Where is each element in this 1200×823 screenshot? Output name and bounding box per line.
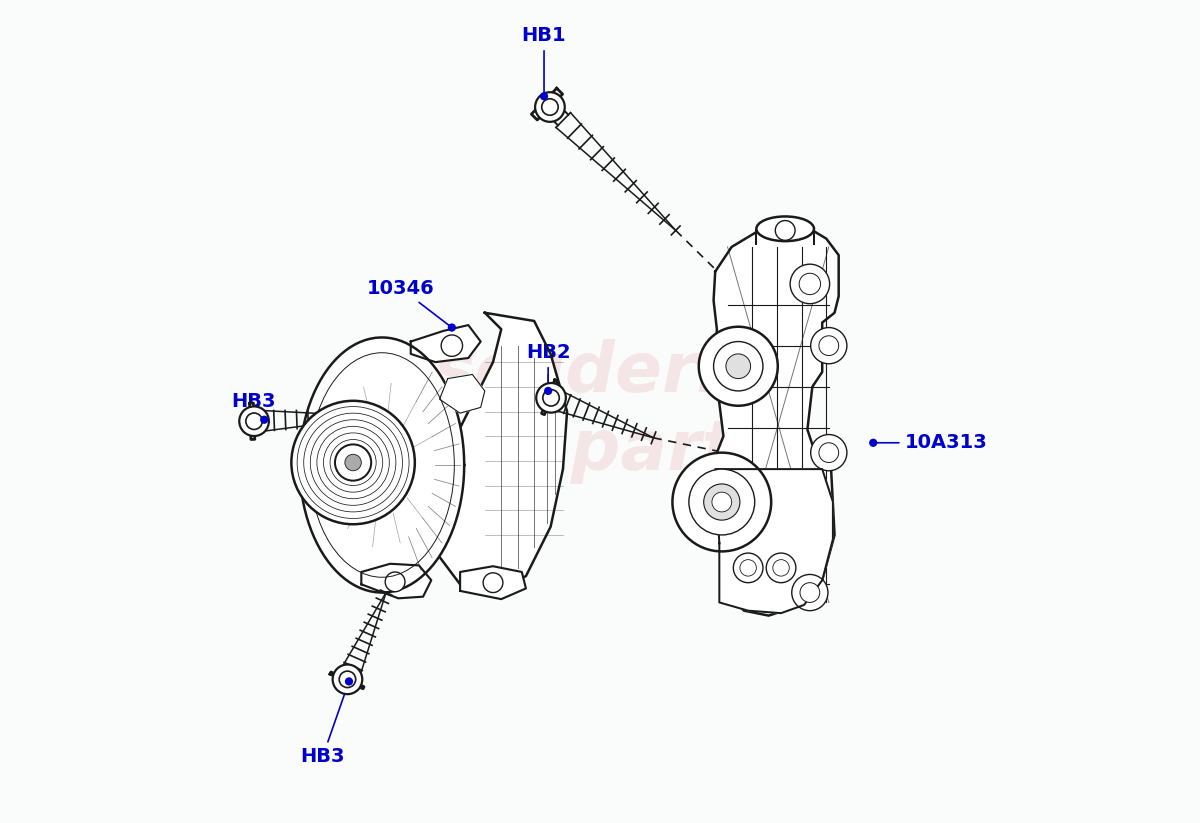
Circle shape: [246, 413, 263, 430]
Circle shape: [800, 583, 820, 602]
Polygon shape: [330, 672, 364, 689]
Circle shape: [818, 443, 839, 463]
Polygon shape: [541, 380, 558, 415]
Circle shape: [442, 335, 462, 356]
Circle shape: [335, 444, 371, 481]
Circle shape: [792, 574, 828, 611]
Circle shape: [799, 273, 821, 295]
Circle shape: [448, 323, 456, 332]
Polygon shape: [460, 566, 526, 599]
Circle shape: [542, 389, 559, 406]
Text: 10346: 10346: [367, 279, 450, 326]
Text: HB2: HB2: [526, 343, 570, 388]
Polygon shape: [715, 469, 833, 613]
Circle shape: [869, 439, 877, 447]
Circle shape: [344, 454, 361, 471]
Circle shape: [535, 92, 565, 122]
Circle shape: [712, 492, 732, 512]
Circle shape: [740, 560, 756, 576]
Circle shape: [344, 677, 353, 686]
Polygon shape: [361, 564, 431, 598]
Circle shape: [484, 573, 503, 593]
Polygon shape: [250, 403, 254, 439]
Text: HB1: HB1: [522, 26, 566, 94]
Circle shape: [292, 401, 415, 524]
Circle shape: [733, 553, 763, 583]
Circle shape: [790, 264, 829, 304]
Polygon shape: [300, 337, 464, 593]
Circle shape: [811, 435, 847, 471]
Circle shape: [541, 99, 558, 115]
Circle shape: [703, 484, 740, 520]
Text: scuderia
car parts: scuderia car parts: [424, 339, 776, 484]
Text: HB3: HB3: [232, 392, 276, 417]
Circle shape: [775, 221, 796, 240]
Polygon shape: [439, 374, 485, 413]
Circle shape: [726, 354, 751, 379]
Text: HB3: HB3: [300, 684, 348, 766]
Circle shape: [672, 453, 772, 551]
Circle shape: [544, 387, 552, 395]
Circle shape: [714, 342, 763, 391]
Circle shape: [332, 664, 362, 694]
Circle shape: [689, 469, 755, 535]
Circle shape: [540, 92, 548, 100]
Ellipse shape: [756, 216, 814, 241]
Polygon shape: [712, 229, 839, 616]
Circle shape: [536, 383, 566, 412]
Circle shape: [818, 336, 839, 356]
Circle shape: [340, 671, 355, 687]
Text: 10A313: 10A313: [876, 433, 988, 453]
Circle shape: [767, 553, 796, 583]
Circle shape: [811, 328, 847, 364]
Polygon shape: [436, 313, 568, 593]
Circle shape: [773, 560, 790, 576]
Polygon shape: [410, 325, 481, 362]
Circle shape: [239, 407, 269, 436]
Circle shape: [698, 327, 778, 406]
Circle shape: [385, 572, 404, 592]
Polygon shape: [532, 88, 563, 120]
Circle shape: [260, 416, 269, 424]
